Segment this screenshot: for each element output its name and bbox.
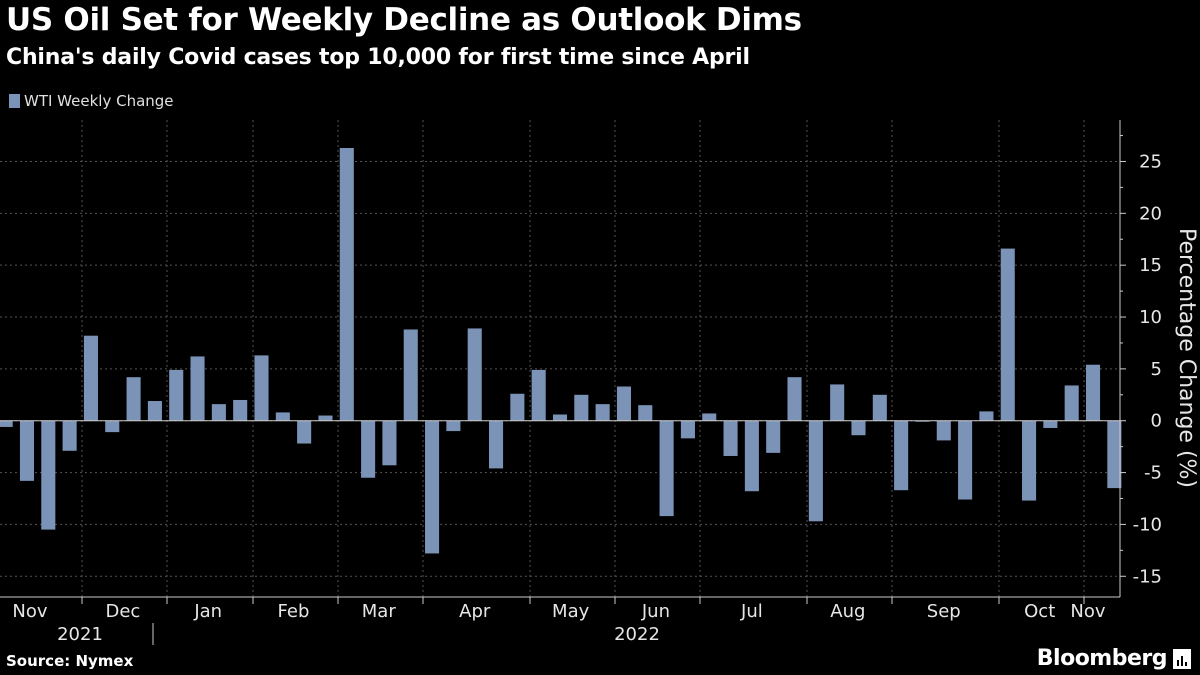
bar bbox=[744, 420, 759, 492]
bar bbox=[766, 420, 781, 453]
bar bbox=[318, 415, 333, 421]
bar bbox=[979, 411, 994, 421]
bar bbox=[936, 420, 951, 441]
x-month-label: May bbox=[552, 601, 590, 622]
bar bbox=[1085, 364, 1101, 421]
bar bbox=[1064, 385, 1079, 421]
y-tick-label: 15 bbox=[1139, 255, 1162, 276]
x-month-label: Jan bbox=[193, 601, 222, 622]
bar bbox=[62, 420, 77, 451]
x-year-label: 2022 bbox=[614, 624, 660, 645]
x-month-label: Feb bbox=[278, 601, 310, 622]
bar bbox=[425, 420, 440, 554]
chart-subtitle: China's daily Covid cases top 10,000 for… bbox=[6, 45, 750, 70]
x-month-label: Dec bbox=[106, 601, 141, 622]
bar bbox=[723, 420, 738, 456]
bar bbox=[147, 401, 162, 421]
bar bbox=[830, 384, 845, 421]
y-tick-label: 25 bbox=[1139, 151, 1162, 172]
bar bbox=[915, 420, 930, 422]
chart-title: US Oil Set for Weekly Decline as Outlook… bbox=[6, 2, 802, 38]
y-tick-label: 20 bbox=[1139, 203, 1162, 224]
bar bbox=[787, 377, 802, 421]
bar bbox=[616, 386, 631, 421]
legend-swatch bbox=[9, 94, 20, 108]
y-tick-label: 0 bbox=[1151, 411, 1162, 432]
y-tick-label: 5 bbox=[1151, 359, 1162, 380]
bar bbox=[1022, 420, 1037, 501]
bar bbox=[851, 420, 866, 436]
bar bbox=[680, 420, 695, 439]
source-note: Source: Nymex bbox=[6, 652, 134, 670]
y-axis-label: Percentage Change (%) bbox=[1174, 228, 1199, 488]
bar bbox=[467, 328, 482, 421]
bar bbox=[403, 329, 418, 421]
y-tick-label: -15 bbox=[1133, 566, 1162, 587]
bar bbox=[1000, 248, 1015, 421]
bar bbox=[19, 420, 35, 481]
bar bbox=[190, 356, 205, 421]
bar bbox=[105, 420, 120, 433]
x-month-label: Jul bbox=[740, 601, 763, 622]
bar bbox=[0, 420, 13, 427]
bar bbox=[1107, 420, 1122, 489]
bar bbox=[275, 412, 290, 421]
brand-name: Bloomberg bbox=[1036, 646, 1168, 671]
bar bbox=[41, 420, 56, 530]
bar bbox=[446, 420, 461, 432]
bar bbox=[574, 394, 589, 421]
bar bbox=[638, 405, 653, 421]
x-month-label: Sep bbox=[927, 601, 961, 622]
y-tick-label: -10 bbox=[1133, 514, 1162, 535]
bar bbox=[595, 404, 610, 421]
bar bbox=[894, 420, 909, 491]
bar bbox=[254, 355, 269, 421]
y-tick-label: 10 bbox=[1139, 307, 1162, 328]
bar bbox=[702, 413, 717, 421]
x-month-label: Jun bbox=[641, 601, 670, 622]
x-year-label: 2021 bbox=[57, 624, 103, 645]
bar bbox=[339, 147, 354, 421]
legend: WTI Weekly Change bbox=[9, 92, 174, 110]
bar bbox=[126, 377, 141, 421]
bar bbox=[872, 394, 887, 421]
x-month-label: Aug bbox=[830, 601, 865, 622]
bar bbox=[211, 404, 226, 421]
brand-logo: Bloomberg bbox=[1037, 646, 1191, 671]
x-month-label: Mar bbox=[362, 601, 397, 622]
bar bbox=[489, 420, 504, 469]
x-month-label: Nov bbox=[1070, 601, 1105, 622]
bar bbox=[1043, 420, 1058, 428]
x-month-label: Oct bbox=[1024, 601, 1055, 622]
y-tick-label: -5 bbox=[1144, 463, 1162, 484]
bar bbox=[552, 414, 568, 421]
bar bbox=[361, 420, 376, 478]
bar bbox=[169, 369, 184, 421]
bloomberg-terminal-icon bbox=[1173, 648, 1191, 669]
legend-label: WTI Weekly Change bbox=[24, 92, 174, 110]
x-month-label: Nov bbox=[12, 601, 47, 622]
bar bbox=[382, 420, 397, 466]
bar bbox=[531, 369, 546, 421]
bar bbox=[233, 399, 248, 421]
bar bbox=[958, 420, 973, 500]
bar bbox=[83, 335, 98, 421]
bar bbox=[510, 393, 525, 421]
bar bbox=[297, 420, 312, 444]
bar bbox=[808, 420, 823, 522]
x-month-label: Apr bbox=[459, 601, 491, 622]
bar bbox=[659, 420, 674, 517]
